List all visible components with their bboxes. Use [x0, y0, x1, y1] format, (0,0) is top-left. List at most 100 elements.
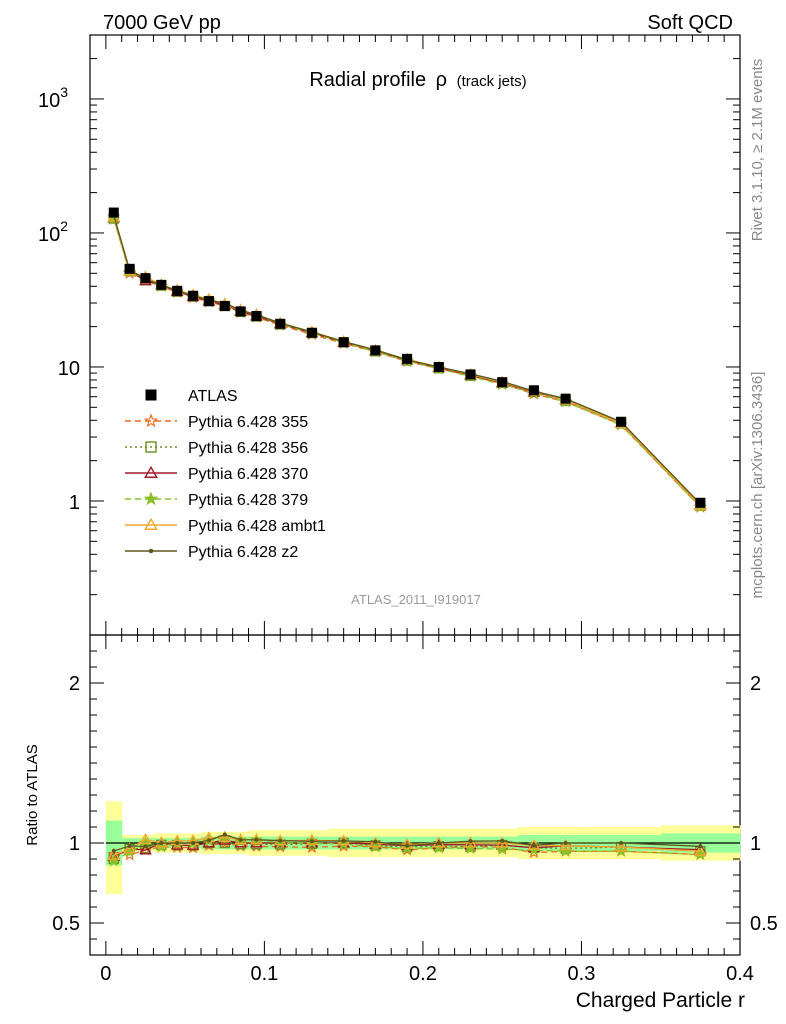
- ratio-point: [373, 839, 378, 844]
- legend-label: ATLAS: [188, 388, 238, 405]
- main-y-tick-base: 1: [69, 492, 80, 514]
- ratio-point: [405, 843, 410, 848]
- x-axis-label: Charged Particle r: [576, 989, 745, 1012]
- ratio-axis-ticks: [89, 634, 741, 955]
- data-point: [219, 301, 230, 312]
- ratio-point: [218, 830, 232, 842]
- data-point: [695, 497, 706, 508]
- ratio-point: [698, 844, 703, 849]
- ratio-panel-frame: [89, 634, 741, 956]
- ratio-point: [191, 840, 196, 846]
- ratio-point: [139, 843, 152, 855]
- ratio-point: [436, 840, 441, 846]
- x-tick-label: 0.3: [568, 963, 596, 985]
- ratio-point: [305, 833, 319, 845]
- ratio-point: [111, 848, 116, 853]
- ratio-point: [139, 832, 152, 845]
- ratio-y-tick-label-right: 0.5: [750, 913, 778, 935]
- ratio-point: [464, 836, 477, 848]
- ratio-point: [222, 832, 227, 837]
- data-point: [616, 416, 627, 427]
- data-point: [140, 273, 151, 284]
- ratio-y-tick-label: 1: [69, 833, 80, 855]
- x-tick-label: 0.2: [409, 963, 437, 985]
- ratio-point: [500, 838, 505, 843]
- data-point: [108, 207, 119, 218]
- main-y-tick-label: 103: [38, 84, 68, 112]
- data-point: [465, 369, 476, 380]
- ratio-point: [107, 848, 121, 860]
- legend-label: Pythia 6.428 ambt1: [188, 518, 326, 535]
- ratio-point: [495, 842, 509, 855]
- ratio-point: [250, 833, 263, 845]
- ratio-point: [143, 844, 148, 849]
- legend-label: Pythia 6.428 356: [188, 440, 308, 457]
- ratio-point: [559, 839, 572, 851]
- main-y-tick-base: 10: [58, 358, 80, 380]
- ratio-point: [159, 840, 164, 846]
- ratio-point: [175, 840, 180, 846]
- legend-marker: [145, 389, 157, 401]
- data-point: [251, 311, 262, 322]
- main-y-tick-label: 1: [69, 492, 80, 514]
- ratio-point: [693, 844, 707, 856]
- ratio-y-tick-label-right: 2: [750, 673, 761, 695]
- data-point: [235, 306, 246, 317]
- legend-marker: [144, 517, 158, 530]
- legend-label: Pythia 6.428 370: [188, 466, 308, 483]
- legend: ATLAS Pythia 6.428 355 Pythia 6.428 356 Pyt…: [125, 388, 326, 561]
- ratio-series-line: [113, 839, 701, 858]
- main-y-tick-base: 10: [38, 224, 60, 246]
- mcplots-label: mcplots.cern.ch [arXiv:1306.3436]: [749, 372, 766, 599]
- legend-label: Pythia 6.428 z2: [188, 544, 298, 561]
- data-point: [156, 279, 167, 290]
- legend-marker: [143, 491, 159, 506]
- ratio-y-axis-label: Ratio to ATLAS: [24, 744, 41, 845]
- main-y-tick-base: 10: [38, 90, 60, 112]
- ratio-y-tick-label: 2: [69, 673, 80, 695]
- x-tick-label: 0: [100, 963, 111, 985]
- main-y-tick-label: 10: [58, 358, 80, 380]
- data-point: [275, 318, 286, 329]
- ratio-series-line: [113, 842, 701, 860]
- ratio-y-tick-label-right: 1: [750, 833, 761, 855]
- ratio-point: [495, 836, 509, 848]
- ratio-point: [531, 843, 536, 848]
- ratio-series-6: [111, 832, 703, 853]
- plot-title-text: Radial profile: [309, 69, 426, 91]
- ratio-series-line: [113, 836, 701, 862]
- header-right: Soft QCD: [647, 12, 733, 34]
- data-point: [497, 377, 508, 388]
- ratio-point: [341, 838, 346, 843]
- ratio-point: [337, 834, 351, 846]
- ratio-point: [619, 840, 624, 846]
- ratio-point: [309, 839, 314, 844]
- ratio-point: [468, 839, 473, 844]
- legend-label: Pythia 6.428 379: [188, 492, 308, 509]
- data-point: [560, 393, 571, 404]
- series-line: [113, 219, 701, 508]
- plot-title: Radial profile ρ (track jets): [309, 69, 526, 91]
- data-point: [306, 327, 317, 338]
- x-tick-label: 0.4: [726, 963, 754, 985]
- plot-title-symbol: ρ: [436, 69, 447, 91]
- data-point: [433, 361, 444, 372]
- header-left: 7000 GeV pp: [103, 12, 221, 34]
- ratio-tick-labels: 0.5 0.5 1 1 2 2 0 0.1 0.2 0.3 0.4: [52, 673, 778, 985]
- legend-marker: [145, 441, 157, 453]
- ratio-point: [123, 842, 137, 854]
- main-y-tick-exponent: 3: [60, 84, 68, 100]
- data-point: [338, 337, 349, 348]
- ratio-point: [127, 843, 132, 848]
- ratio-point: [278, 838, 283, 843]
- ratio-point: [206, 838, 211, 843]
- x-tick-label: 0.1: [250, 963, 278, 985]
- ratio-point: [614, 840, 628, 852]
- ratio-series-group: [107, 830, 708, 867]
- legend-label: Pythia 6.428 355: [188, 414, 308, 431]
- legend-marker: [148, 548, 154, 554]
- data-point: [172, 285, 183, 296]
- series-line: [113, 215, 701, 505]
